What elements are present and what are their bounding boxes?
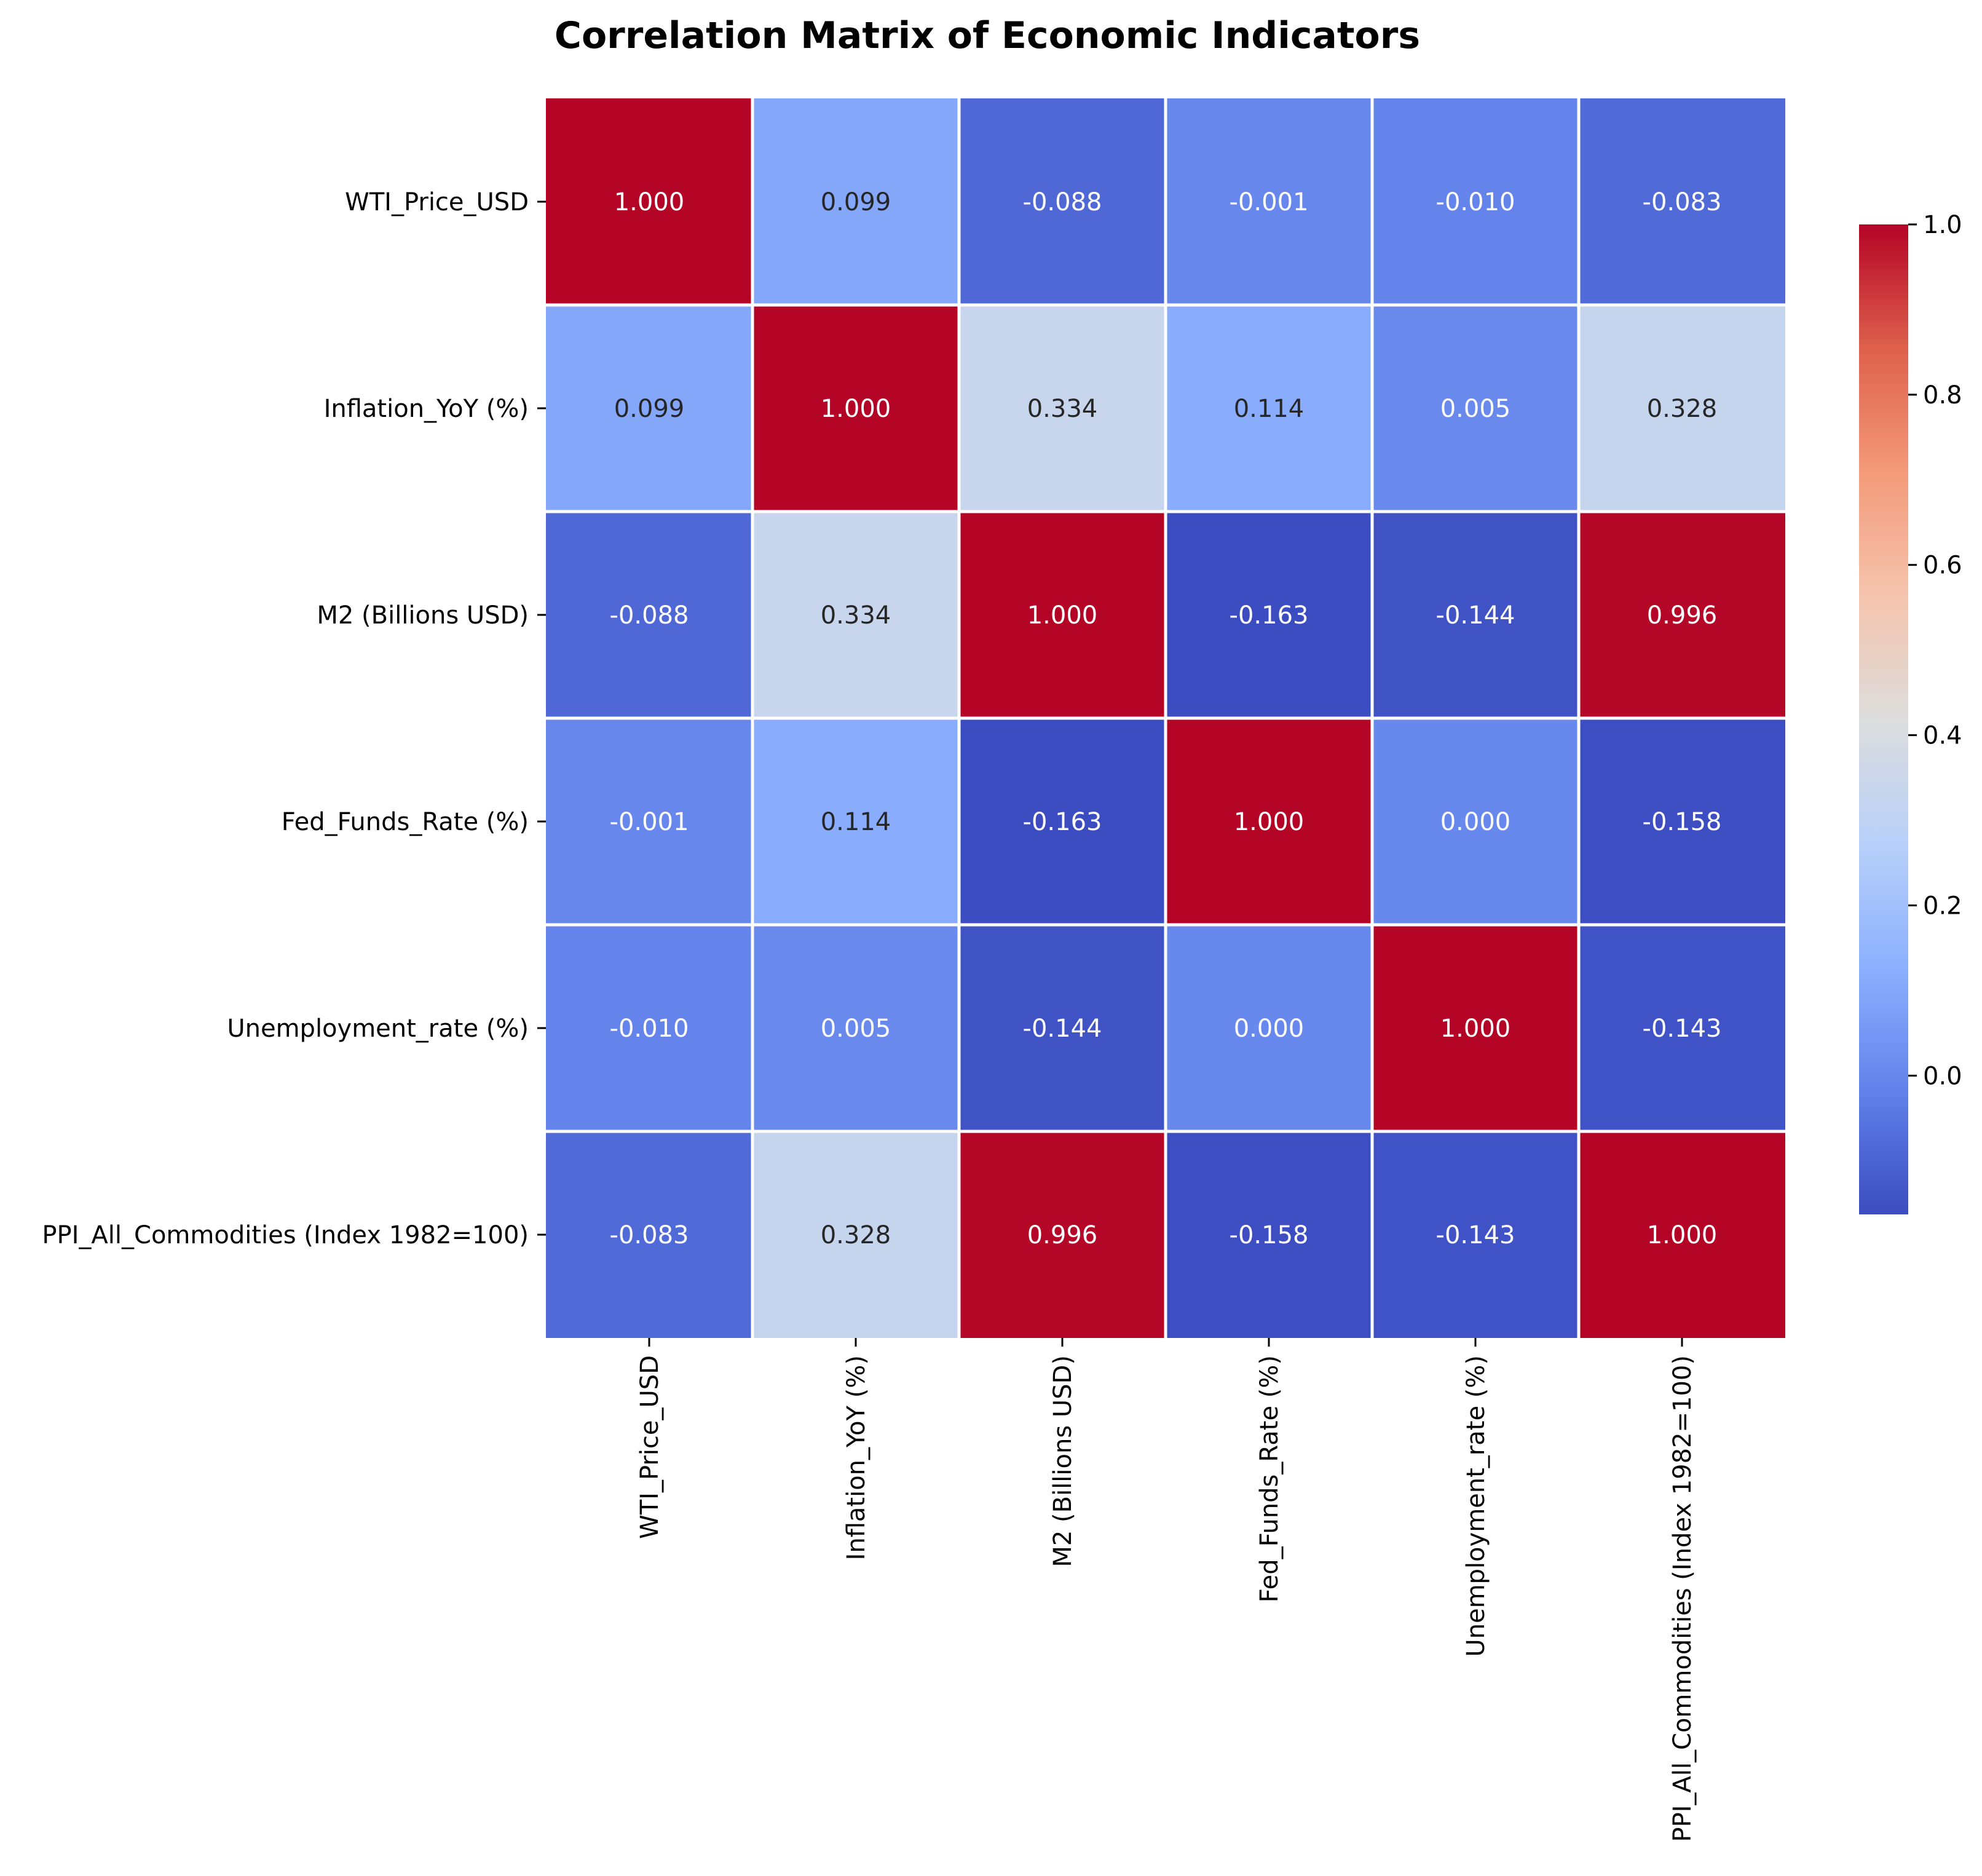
colorbar-tick-label: 0.4 [1923,722,1962,750]
colorbar-tick-label: 0.8 [1923,381,1962,410]
cell-value-label: 0.996 [1647,601,1718,630]
heatmap-cell-r3-c2 [959,718,1166,925]
heatmap-cell-r5-c5 [1579,1131,1785,1338]
heatmap-cell-r0-c1 [752,98,959,305]
heatmap-cell-r2-c3 [1166,512,1372,718]
cell-value-label: 1.000 [821,395,891,423]
colorbar: 0.0 0.2 0.4 0.6 0.8 1.0 [1859,211,1962,1214]
heatmap-cell-r4-c2 [959,925,1166,1131]
heatmap-cell-r2-c0 [546,512,752,718]
colorbar-tick-label: 1.0 [1923,211,1962,239]
colorbar-tick-label: 0.0 [1923,1062,1962,1090]
x-tick-label: WTI_Price_USD [636,1355,664,1539]
heatmap-cell-r1-c4 [1372,305,1579,512]
cell-value-label: 0.114 [821,808,891,836]
y-tick-label: WTI_Price_USD [345,188,529,216]
cell-value-label: 0.000 [1440,808,1511,836]
cell-value-label: 1.000 [614,188,685,216]
heatmap-cell-r3-c0 [546,718,752,925]
cell-value-label: -0.163 [1230,601,1309,630]
x-tick-label: Fed_Funds_Rate (%) [1255,1355,1284,1602]
y-tick-label: M2 (Billions USD) [317,601,529,630]
cell-value-label: -0.158 [1643,808,1722,836]
colorbar-gradient [1859,224,1908,1214]
y-axis: WTI_Price_USD Inflation_YoY (%) M2 (Billio… [42,188,546,1249]
heatmap-cell-r4-c3 [1166,925,1372,1131]
heatmap-cell-r0-c2 [959,98,1166,305]
heatmap-cell-r1-c2 [959,305,1166,512]
heatmap-cell-r2-c5 [1579,512,1785,718]
heatmap-cell-r0-c5 [1579,98,1785,305]
heatmap-cell-r5-c0 [546,1131,752,1338]
cell-value-label: -0.158 [1230,1221,1309,1249]
cell-value-label: -0.144 [1436,601,1515,630]
heatmap-cell-r0-c4 [1372,98,1579,305]
cell-value-label: 1.000 [1234,808,1305,836]
cell-value-label: 0.328 [1647,395,1718,423]
heatmap-cells [546,98,1785,1338]
x-tick-label: Unemployment_rate (%) [1462,1355,1490,1657]
cell-value-label: -0.144 [1023,1015,1102,1043]
cell-value-label: -0.001 [610,808,689,836]
heatmap-cell-r5-c1 [752,1131,959,1338]
cell-value-label: 0.099 [821,188,891,216]
heatmap-cell-r2-c4 [1372,512,1579,718]
cell-value-label: -0.010 [1436,188,1515,216]
heatmap-cell-r3-c1 [752,718,959,925]
heatmap-cell-r0-c0 [546,98,752,305]
colorbar-tick-label: 0.2 [1923,892,1962,920]
y-tick-label: Inflation_YoY (%) [324,395,529,423]
heatmap-grid-lines [546,98,1785,1338]
cell-value-label: 0.099 [614,395,685,423]
cell-value-label: 0.005 [821,1015,891,1043]
cell-value-label: -0.143 [1436,1221,1515,1249]
cell-value-label: 0.005 [1440,395,1511,423]
heatmap-cell-labels: 1.000 0.099 -0.088 -0.001 -0.010 -0.083 0.099 1… [610,188,1722,1249]
colorbar-tick-label: 0.6 [1923,552,1962,580]
heatmap-cell-r3-c3 [1166,718,1372,925]
cell-value-label: 1.000 [1027,601,1098,630]
heatmap-cell-r1-c0 [546,305,752,512]
cell-value-label: -0.083 [610,1221,689,1249]
chart-title: Correlation Matrix of Economic Indicator… [555,14,1420,57]
heatmap-cell-r5-c2 [959,1131,1166,1338]
y-tick-label: Unemployment_rate (%) [227,1015,529,1043]
cell-value-label: -0.088 [610,601,689,630]
x-tick-label: M2 (Billions USD) [1049,1355,1077,1567]
cell-value-label: 0.328 [821,1221,891,1249]
heatmap-cell-r3-c5 [1579,718,1785,925]
heatmap-cell-r5-c4 [1372,1131,1579,1338]
heatmap-cell-r5-c3 [1166,1131,1372,1338]
cell-value-label: -0.163 [1023,808,1102,836]
heatmap-cell-r0-c3 [1166,98,1372,305]
heatmap-cell-r2-c1 [752,512,959,718]
cell-value-label: 0.000 [1234,1015,1305,1043]
heatmap-cell-r1-c1 [752,305,959,512]
cell-value-label: -0.001 [1230,188,1309,216]
x-tick-label: PPI_All_Commodities (Index 1982=100) [1668,1355,1697,1842]
heatmap-cell-r4-c0 [546,925,752,1131]
cell-value-label: 0.114 [1234,395,1305,423]
x-tick-label: Inflation_YoY (%) [842,1355,871,1560]
cell-value-label: -0.010 [610,1015,689,1043]
y-tick-label: PPI_All_Commodities (Index 1982=100) [42,1221,529,1249]
cell-value-label: 0.996 [1027,1221,1098,1249]
heatmap-cell-r1-c5 [1579,305,1785,512]
heatmap-cell-r3-c4 [1372,718,1579,925]
cell-value-label: -0.083 [1643,188,1722,216]
heatmap-cell-r4-c5 [1579,925,1785,1131]
cell-value-label: -0.088 [1023,188,1102,216]
heatmap-cell-r4-c1 [752,925,959,1131]
cell-value-label: -0.143 [1643,1015,1722,1043]
y-tick-label: Fed_Funds_Rate (%) [282,808,529,836]
x-axis: WTI_Price_USD Inflation_YoY (%) M2 (Billio… [636,1338,1697,1842]
heatmap-cell-r2-c2 [959,512,1166,718]
cell-value-label: 0.334 [1027,395,1098,423]
cell-value-label: 0.334 [821,601,891,630]
cell-value-label: 1.000 [1440,1015,1511,1043]
heatmap-cell-r1-c3 [1166,305,1372,512]
heatmap-cell-r4-c4 [1372,925,1579,1131]
cell-value-label: 1.000 [1647,1221,1718,1249]
